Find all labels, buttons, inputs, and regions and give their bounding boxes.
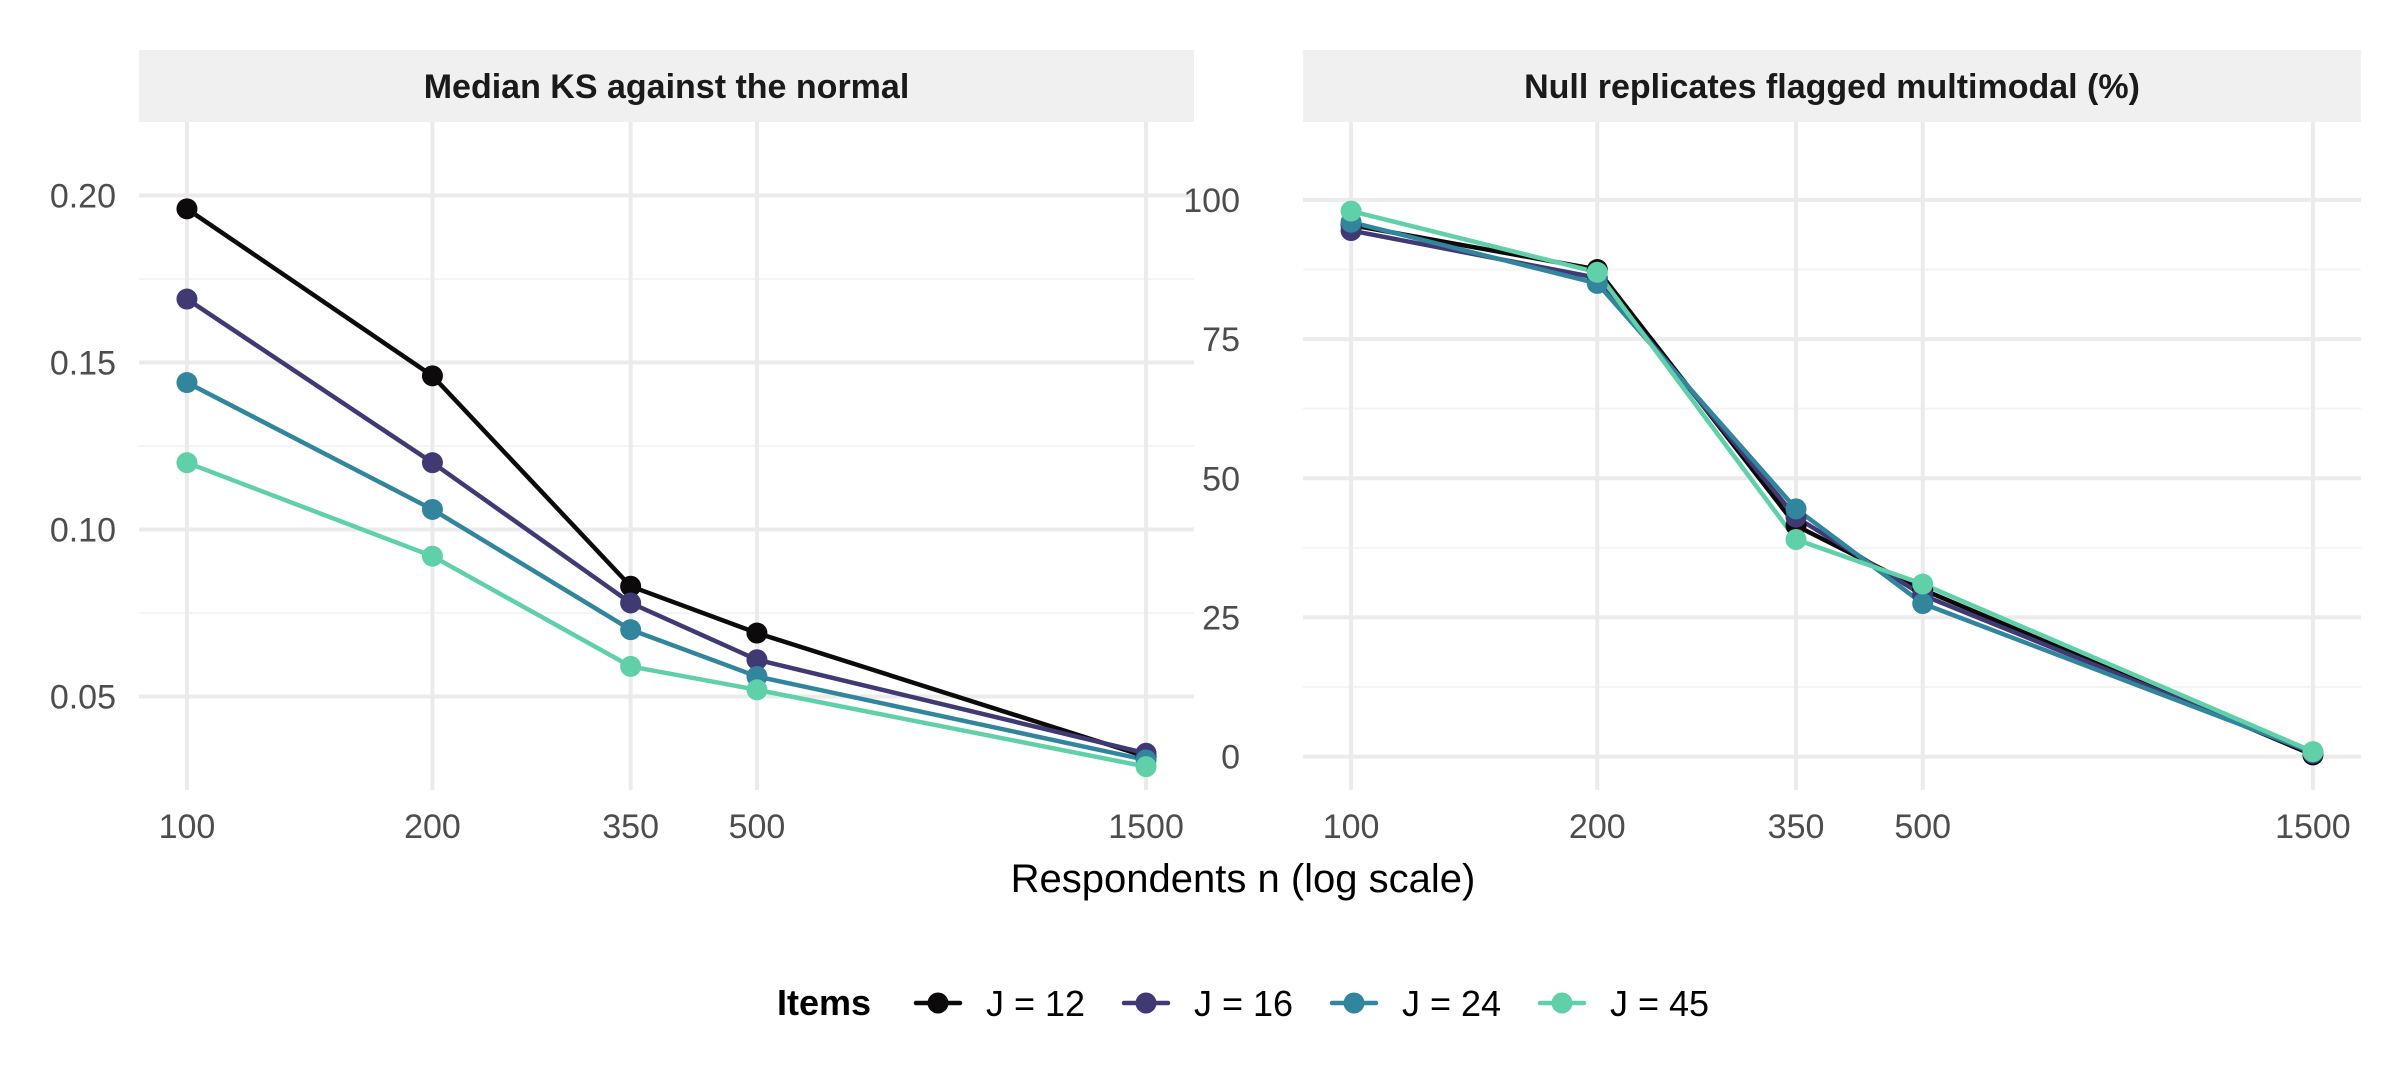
x-tick-label: 100 [1323,808,1380,846]
legend-key-point [1343,992,1365,1014]
legend-label: J = 45 [1610,983,1709,1024]
data-point-j-12 [620,575,642,597]
y-tick-label: 0.10 [50,511,116,549]
data-point-j-45 [421,545,443,567]
data-point-j-45 [1340,200,1362,222]
x-tick-label: 200 [404,808,461,846]
data-point-j-24 [620,619,642,641]
data-point-j-45 [620,655,642,677]
x-tick-label: 200 [1569,808,1626,846]
x-tick-label: 100 [159,808,216,846]
data-point-j-12 [421,365,443,387]
data-point-j-24 [176,372,198,394]
legend-label: J = 24 [1402,983,1501,1024]
data-point-j-24 [1785,498,1807,520]
panel-strip [1303,50,2361,122]
y-tick-label: 100 [1183,182,1240,220]
legend-key-point [1551,992,1573,1014]
legend-label: J = 12 [986,983,1085,1024]
x-tick-label: 1500 [1108,808,1184,846]
series-line-j-24 [1348,219,2316,755]
legend: Items J = 12 J = 16 J = 24 J = 45 [777,982,1709,1024]
y-tick-label: 0.05 [50,678,116,716]
data-point-j-16 [421,452,443,474]
panel-strip [139,50,1194,122]
series-line-j-16 [184,296,1149,756]
legend-key-point [927,992,949,1014]
x-tick-label: 1500 [2275,808,2351,846]
data-point-j-45 [1785,529,1807,550]
data-point-j-16 [746,649,768,671]
y-tick-label: 0.15 [50,344,116,382]
x-tick-label: 350 [602,808,659,846]
y-tick-label: 0.20 [50,177,116,215]
data-point-j-45 [2302,741,2324,763]
x-tick-label: 350 [1768,808,1825,846]
series-line-j-45 [184,460,1149,769]
series-line-j-16 [1348,228,2316,756]
y-tick-label: 25 [1202,599,1240,637]
series-line-j-45 [1348,208,2316,754]
data-point-j-24 [421,498,443,520]
y-tick-label: 0 [1221,739,1240,777]
x-tick-label: 500 [1894,808,1951,846]
y-tick-label: 50 [1202,460,1240,498]
y-tick-label: 75 [1202,321,1240,359]
legend-title: Items [777,982,871,1023]
panel-multimodal-percent: Null replicates flagged multimodal (%) 0 2… [1183,50,2361,846]
data-point-j-45 [176,452,198,474]
legend-label: J = 16 [1194,983,1293,1024]
legend-key-point [1135,992,1157,1014]
panel-title: Median KS against the normal [424,68,910,106]
data-point-j-45 [1135,756,1157,778]
data-point-j-45 [746,679,768,701]
panel-title: Null replicates flagged multimodal (%) [1524,68,2140,106]
data-point-j-45 [1912,573,1934,595]
data-point-j-16 [620,592,642,614]
series-line-j-24 [184,380,1149,763]
x-tick-label: 500 [729,808,786,846]
x-axis-title: Respondents n (log scale) [1011,857,1476,901]
series-line-j-12 [1348,222,2316,758]
data-point-j-12 [176,198,198,220]
data-point-j-12 [746,622,768,644]
data-point-j-16 [176,288,198,310]
data-point-j-24 [1912,593,1934,615]
data-point-j-45 [1586,261,1608,283]
panel-median-ks: Median KS against the normal 0.05 0.10 0.15… [50,50,1194,846]
